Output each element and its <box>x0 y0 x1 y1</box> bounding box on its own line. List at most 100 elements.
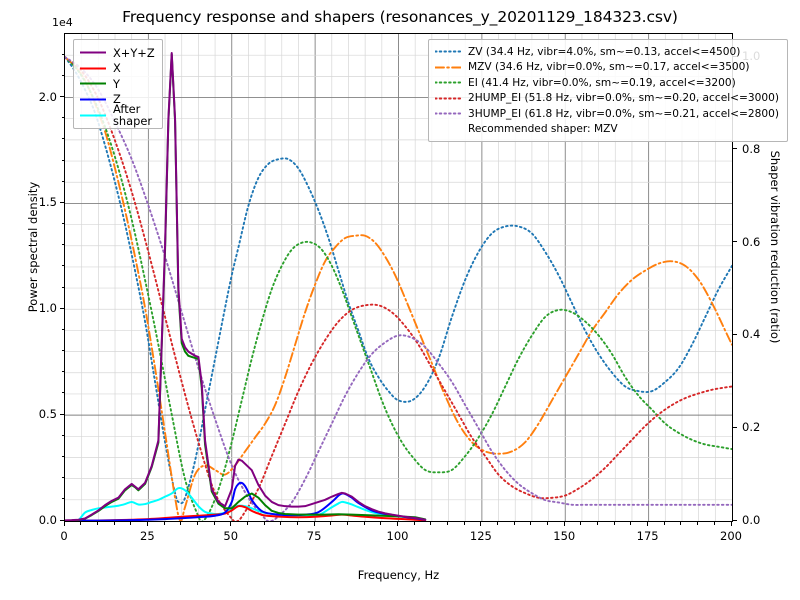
x-minor-tick <box>713 522 715 525</box>
legend-line-swatch-icon <box>80 110 106 121</box>
x-minor-tick <box>130 522 132 525</box>
x-minor-tick <box>246 522 248 525</box>
x-tick-mark <box>730 522 732 526</box>
x-minor-tick <box>80 522 82 525</box>
legend-item-3hump_ei[interactable]: 3HUMP_EI (61.8 Hz, vibr=0.0%, sm~=0.21, … <box>435 106 779 122</box>
legend-label: 3HUMP_EI (61.8 Hz, vibr=0.0%, sm~=0.21, … <box>468 107 779 120</box>
x-tick-label: 200 <box>720 529 742 543</box>
legend-item-x+y+z[interactable]: X+Y+Z <box>80 45 155 61</box>
x-tick-mark <box>480 522 482 526</box>
x-minor-tick <box>630 522 632 525</box>
legend-item-y[interactable]: Y <box>80 76 155 92</box>
y-left-minor-tick <box>61 244 64 246</box>
x-minor-tick <box>447 522 449 525</box>
x-minor-tick <box>196 522 198 525</box>
legend-line-swatch-icon <box>80 78 106 89</box>
x-minor-tick <box>613 522 615 525</box>
y-left-minor-tick <box>61 328 64 330</box>
x-minor-tick <box>530 522 532 525</box>
legend-label: ZV (34.4 Hz, vibr=4.0%, sm~=0.13, accel<… <box>468 45 741 58</box>
plot-canvas <box>65 34 732 521</box>
legend-label: 2HUMP_EI (51.8 Hz, vibr=0.0%, sm~=0.20, … <box>468 92 779 105</box>
x-minor-tick <box>113 522 115 525</box>
legend-label: EI (41.4 Hz, vibr=0.0%, sm~=0.19, accel<… <box>468 76 736 89</box>
y-left-tick-mark <box>60 96 64 98</box>
y-left-minor-tick <box>61 477 64 479</box>
x-minor-tick <box>580 522 582 525</box>
x-tick-label: 50 <box>223 529 239 543</box>
y-left-minor-tick <box>61 159 64 161</box>
y-right-tick-label: 0.6 <box>742 234 761 249</box>
y-left-minor-tick <box>61 455 64 457</box>
legend-label: X <box>113 61 121 76</box>
legend-line-swatch-icon <box>435 77 461 88</box>
x-tick-mark <box>146 522 148 526</box>
x-minor-tick <box>330 522 332 525</box>
y-left-tick-label: 0.0 <box>38 513 57 527</box>
y-axis-right-label: Shaper vibration reduction (ratio) <box>768 150 782 344</box>
x-axis-label: Frequency, Hz <box>357 568 440 582</box>
y-right-tick-label: 0.8 <box>742 141 761 156</box>
x-tick-mark <box>230 522 232 526</box>
legend-item-2hump_ei[interactable]: 2HUMP_EI (51.8 Hz, vibr=0.0%, sm~=0.20, … <box>435 91 779 107</box>
legend-label: X+Y+Z <box>113 45 155 60</box>
legend-item-zv[interactable]: ZV (34.4 Hz, vibr=4.0%, sm~=0.13, accel<… <box>435 44 779 60</box>
legend-item-ei[interactable]: EI (41.4 Hz, vibr=0.0%, sm~=0.19, accel<… <box>435 75 779 91</box>
y-left-minor-tick <box>61 180 64 182</box>
chart-title: Frequency response and shapers (resonanc… <box>122 8 678 26</box>
x-minor-tick <box>213 522 215 525</box>
y-left-tick-label: 2.0 <box>38 89 57 104</box>
y-left-minor-tick <box>61 138 64 140</box>
y-right-tick-mark <box>733 148 737 150</box>
x-minor-tick <box>163 522 165 525</box>
legend-line-swatch-icon <box>435 46 461 57</box>
y-right-tick-mark <box>733 241 737 243</box>
x-minor-tick <box>363 522 365 525</box>
legend-item-z[interactable]: Z <box>80 92 155 108</box>
x-minor-tick <box>680 522 682 525</box>
legend-label: Y <box>113 76 120 91</box>
y-axis-exponent-label: 1e4 <box>52 16 73 29</box>
legend-psd: X+Y+Z X Y Z After shaper <box>73 39 163 129</box>
y-left-minor-tick <box>61 392 64 394</box>
x-minor-tick <box>663 522 665 525</box>
x-minor-tick <box>346 522 348 525</box>
x-minor-tick <box>597 522 599 525</box>
y-left-tick-mark <box>60 519 64 521</box>
shaper-curve-2hump_ei <box>65 56 732 521</box>
x-minor-tick <box>413 522 415 525</box>
legend-item-x[interactable]: X <box>80 61 155 77</box>
legend-item-mzv[interactable]: MZV (34.6 Hz, vibr=0.0%, sm~=0.17, accel… <box>435 60 779 76</box>
x-tick-label: 100 <box>386 529 409 543</box>
legend-item-after-shaper[interactable]: After shaper <box>80 103 155 127</box>
y-left-minor-tick <box>61 371 64 373</box>
x-minor-tick <box>280 522 282 525</box>
y-left-minor-tick <box>61 74 64 76</box>
psd-curve-x-y-z <box>65 52 427 521</box>
y-left-tick-mark <box>60 413 64 415</box>
legend-label: MZV (34.6 Hz, vibr=0.0%, sm~=0.17, accel… <box>468 61 750 74</box>
y-left-minor-tick <box>61 307 64 309</box>
y-right-tick-label: 0.2 <box>742 420 761 435</box>
x-tick-label: 125 <box>469 529 492 543</box>
legend-line-swatch-icon <box>435 93 461 104</box>
x-tick-mark <box>397 522 398 526</box>
legend-line-swatch-icon <box>435 108 461 119</box>
shaper-curve-zv <box>65 56 732 505</box>
x-minor-tick <box>96 522 98 525</box>
x-minor-tick <box>263 522 265 525</box>
legend-shapers: ZV (34.4 Hz, vibr=4.0%, sm~=0.13, accel<… <box>428 39 788 142</box>
recommended-shaper-note: Recommended shaper: MZV <box>468 123 618 135</box>
y-left-minor-tick <box>61 434 64 436</box>
y-right-tick-mark <box>733 333 737 335</box>
x-minor-tick <box>430 522 432 525</box>
x-tick-label: 75 <box>306 529 322 543</box>
legend-line-swatch-icon <box>80 47 106 58</box>
y-left-tick-label: 0.5 <box>38 407 57 422</box>
y-left-minor-tick <box>61 53 64 55</box>
x-tick-label: 175 <box>636 529 659 543</box>
shaper-curve-ei <box>65 56 732 521</box>
x-minor-tick <box>547 522 549 525</box>
y-left-minor-tick <box>61 223 64 225</box>
